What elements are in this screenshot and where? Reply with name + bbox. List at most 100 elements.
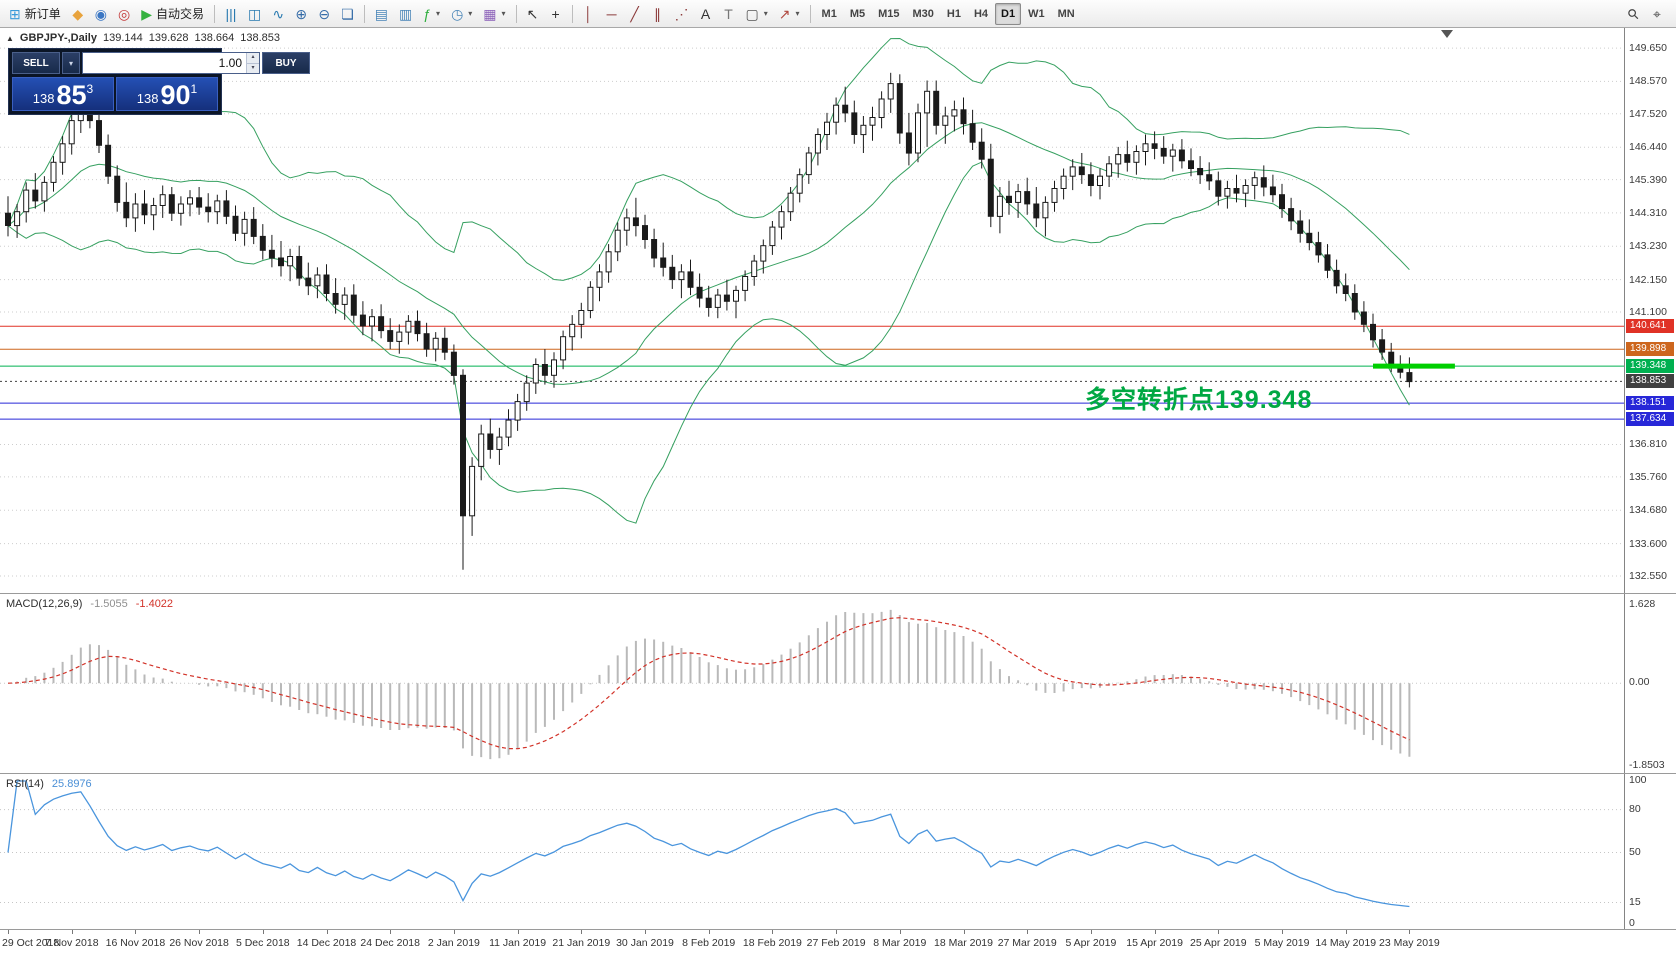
timeframe-h1-button[interactable]: H1 [946,7,961,20]
time-axis-tick [1345,930,1347,934]
price-line-badge: 139.348 [1626,359,1674,374]
timeframe-m5-button[interactable]: M5 [849,7,866,20]
timeframe-w1-button[interactable]: W1 [1028,7,1045,20]
timeframe-m15-button[interactable]: M15 [878,7,900,20]
macd-canvas[interactable] [0,595,1624,773]
volume-decrease-button[interactable]: ▾ [247,63,259,73]
line-chart-button[interactable]: ∿ [267,3,289,25]
vertical-line-icon: │ [584,5,593,22]
rsi-canvas[interactable] [0,775,1624,929]
time-axis-label: 18 Mar 2019 [934,937,993,949]
time-axis-tick [199,930,201,934]
time-axis-label: 18 Feb 2019 [742,937,802,949]
charts-profile-icon: ◆ [72,5,84,22]
horizontal-line-button[interactable]: ─ [601,3,623,25]
time-axis-tick [71,930,73,934]
window-list-button[interactable]: ▥ [394,3,417,25]
navigator-button[interactable]: ◎ [113,3,135,25]
time-axis-label: 5 May 2019 [1254,937,1310,949]
vertical-line-button[interactable]: │ [578,3,600,25]
macd-scale[interactable]: 1.628 0.00 -1.8503 [1624,594,1676,773]
timeframe-m30-button[interactable]: M30 [912,7,934,20]
rsi-panel: 100 80 50 15 0 RSI(14) 25.8976 [0,773,1676,929]
candlestick-chart-button[interactable]: ◫ [243,3,266,25]
zoom-in-button[interactable]: ⊕ [290,3,312,25]
arrows-dropdown-icon[interactable]: ▾ [795,9,800,18]
navigator-icon: ◎ [117,5,131,22]
market-watch-button[interactable]: ◉ [90,3,112,25]
fibonacci-retracement-icon: ⋰ [674,5,689,22]
sell-price-big-figure: 138 [32,91,55,106]
macd-scale-label: -1.8503 [1629,759,1665,771]
high-value: 139.628 [148,32,189,44]
volume-input[interactable] [83,53,246,73]
timeframe-m1-button[interactable]: M1 [821,7,837,20]
time-axis-label: 5 Dec 2018 [235,937,290,949]
time-axis-tick [326,930,328,934]
tile-windows-icon: ❏ [341,5,354,22]
text-label-button[interactable]: T [718,3,740,25]
macd-signal-line [7,617,1410,750]
cursor-button[interactable]: ↖ [522,3,544,25]
toolbar-separator [571,4,573,23]
volume-increase-button[interactable]: ▴ [247,53,259,64]
trendline-button[interactable]: ╱ [624,3,646,25]
tile-windows-button[interactable]: ❏ [336,3,359,25]
timeframe-h4-button[interactable]: H4 [973,7,989,20]
arrange-windows-button[interactable]: ▤ [370,3,393,25]
price-scale-label: 146.440 [1629,141,1667,154]
buy-button[interactable]: BUY [262,52,310,74]
equidistant-channel-button[interactable]: ∥ [647,3,669,25]
sell-price[interactable]: 138 85 3 [12,77,114,111]
candlestick-chart-icon: ◫ [247,5,262,22]
crosshair-button[interactable]: + [545,3,567,25]
search-icon: ⚲ [1623,4,1643,23]
macd-label: MACD(12,26,9) [6,598,83,610]
templates-dropdown-icon[interactable]: ▾ [501,9,506,18]
window-list-icon: ▥ [399,5,413,22]
time-axis-label: 29 Oct 2018 [2,937,60,949]
indicators-list-dropdown-icon[interactable]: ▾ [436,9,441,18]
zoom-out-button[interactable]: ⊖ [313,3,335,25]
search-button[interactable]: ⚲ [1622,3,1644,25]
macd-scale-label: 0.00 [1629,676,1650,689]
data-window-button[interactable]: ⌖ [1646,3,1668,25]
close-value: 138.853 [240,32,281,44]
timeframe-d1-button[interactable]: D1 [995,2,1022,25]
charts-profile-button[interactable]: ◆ [67,3,89,25]
rsi-level-lines [0,809,1624,903]
price-scale[interactable]: 149.650 148.570 147.520 146.440 145.390 144.3… [1624,28,1676,593]
bars-chart-button[interactable]: ||| [220,3,242,25]
auto-trading-button[interactable]: ▶ 自动交易 [136,3,209,25]
equidistant-channel-icon: ∥ [654,5,662,22]
horizontal-price-lines[interactable] [0,325,1624,420]
sell-button[interactable]: SELL [12,52,60,74]
price-scale-label: 147.520 [1629,107,1667,120]
fibonacci-retracement-button[interactable]: ⋰ [670,3,694,25]
price-line-badge: 138.853 [1626,374,1674,389]
periods-button[interactable]: ◷ ▾ [446,3,477,25]
time-scale[interactable]: 29 Oct 2018 7 Nov 2018 16 Nov 2018 26 Nov 2… [0,929,1676,955]
macd-scale-label: 1.628 [1629,598,1656,610]
arrows-icon: ↗ [778,5,791,22]
arrows-button[interactable]: ↗ ▾ [774,3,805,25]
rsi-scale-label: 100 [1629,774,1647,786]
indicators-list-button[interactable]: ƒ ▾ [418,3,445,25]
new-order-button[interactable]: ⊞ 新订单 [4,3,66,25]
candles [5,72,1413,570]
chart-annotation[interactable]: 多空转折点139.348 [1085,386,1313,414]
rsi-scale[interactable]: 100 80 50 15 0 [1624,774,1676,929]
periods-dropdown-icon[interactable]: ▾ [468,9,473,18]
shapes-dropdown-icon[interactable]: ▾ [763,9,768,18]
text-button[interactable]: A [695,3,717,25]
time-axis-label: 2 Jan 2019 [427,937,480,949]
templates-button[interactable]: ▦ ▾ [478,3,510,25]
buy-price[interactable]: 138 90 1 [116,77,218,111]
timeframe-mn-button[interactable]: MN [1057,7,1075,20]
chart-shift-marker-icon[interactable] [1441,30,1453,38]
shapes-button[interactable]: ▢ ▾ [741,3,773,25]
trade-options-button[interactable]: ▾ [62,52,80,74]
one-click-trading-panel: SELL ▾ ▴ ▾ BUY 138 85 3 [8,48,310,115]
main-chart-canvas[interactable] [0,28,1624,593]
time-axis-tick [1218,930,1220,934]
